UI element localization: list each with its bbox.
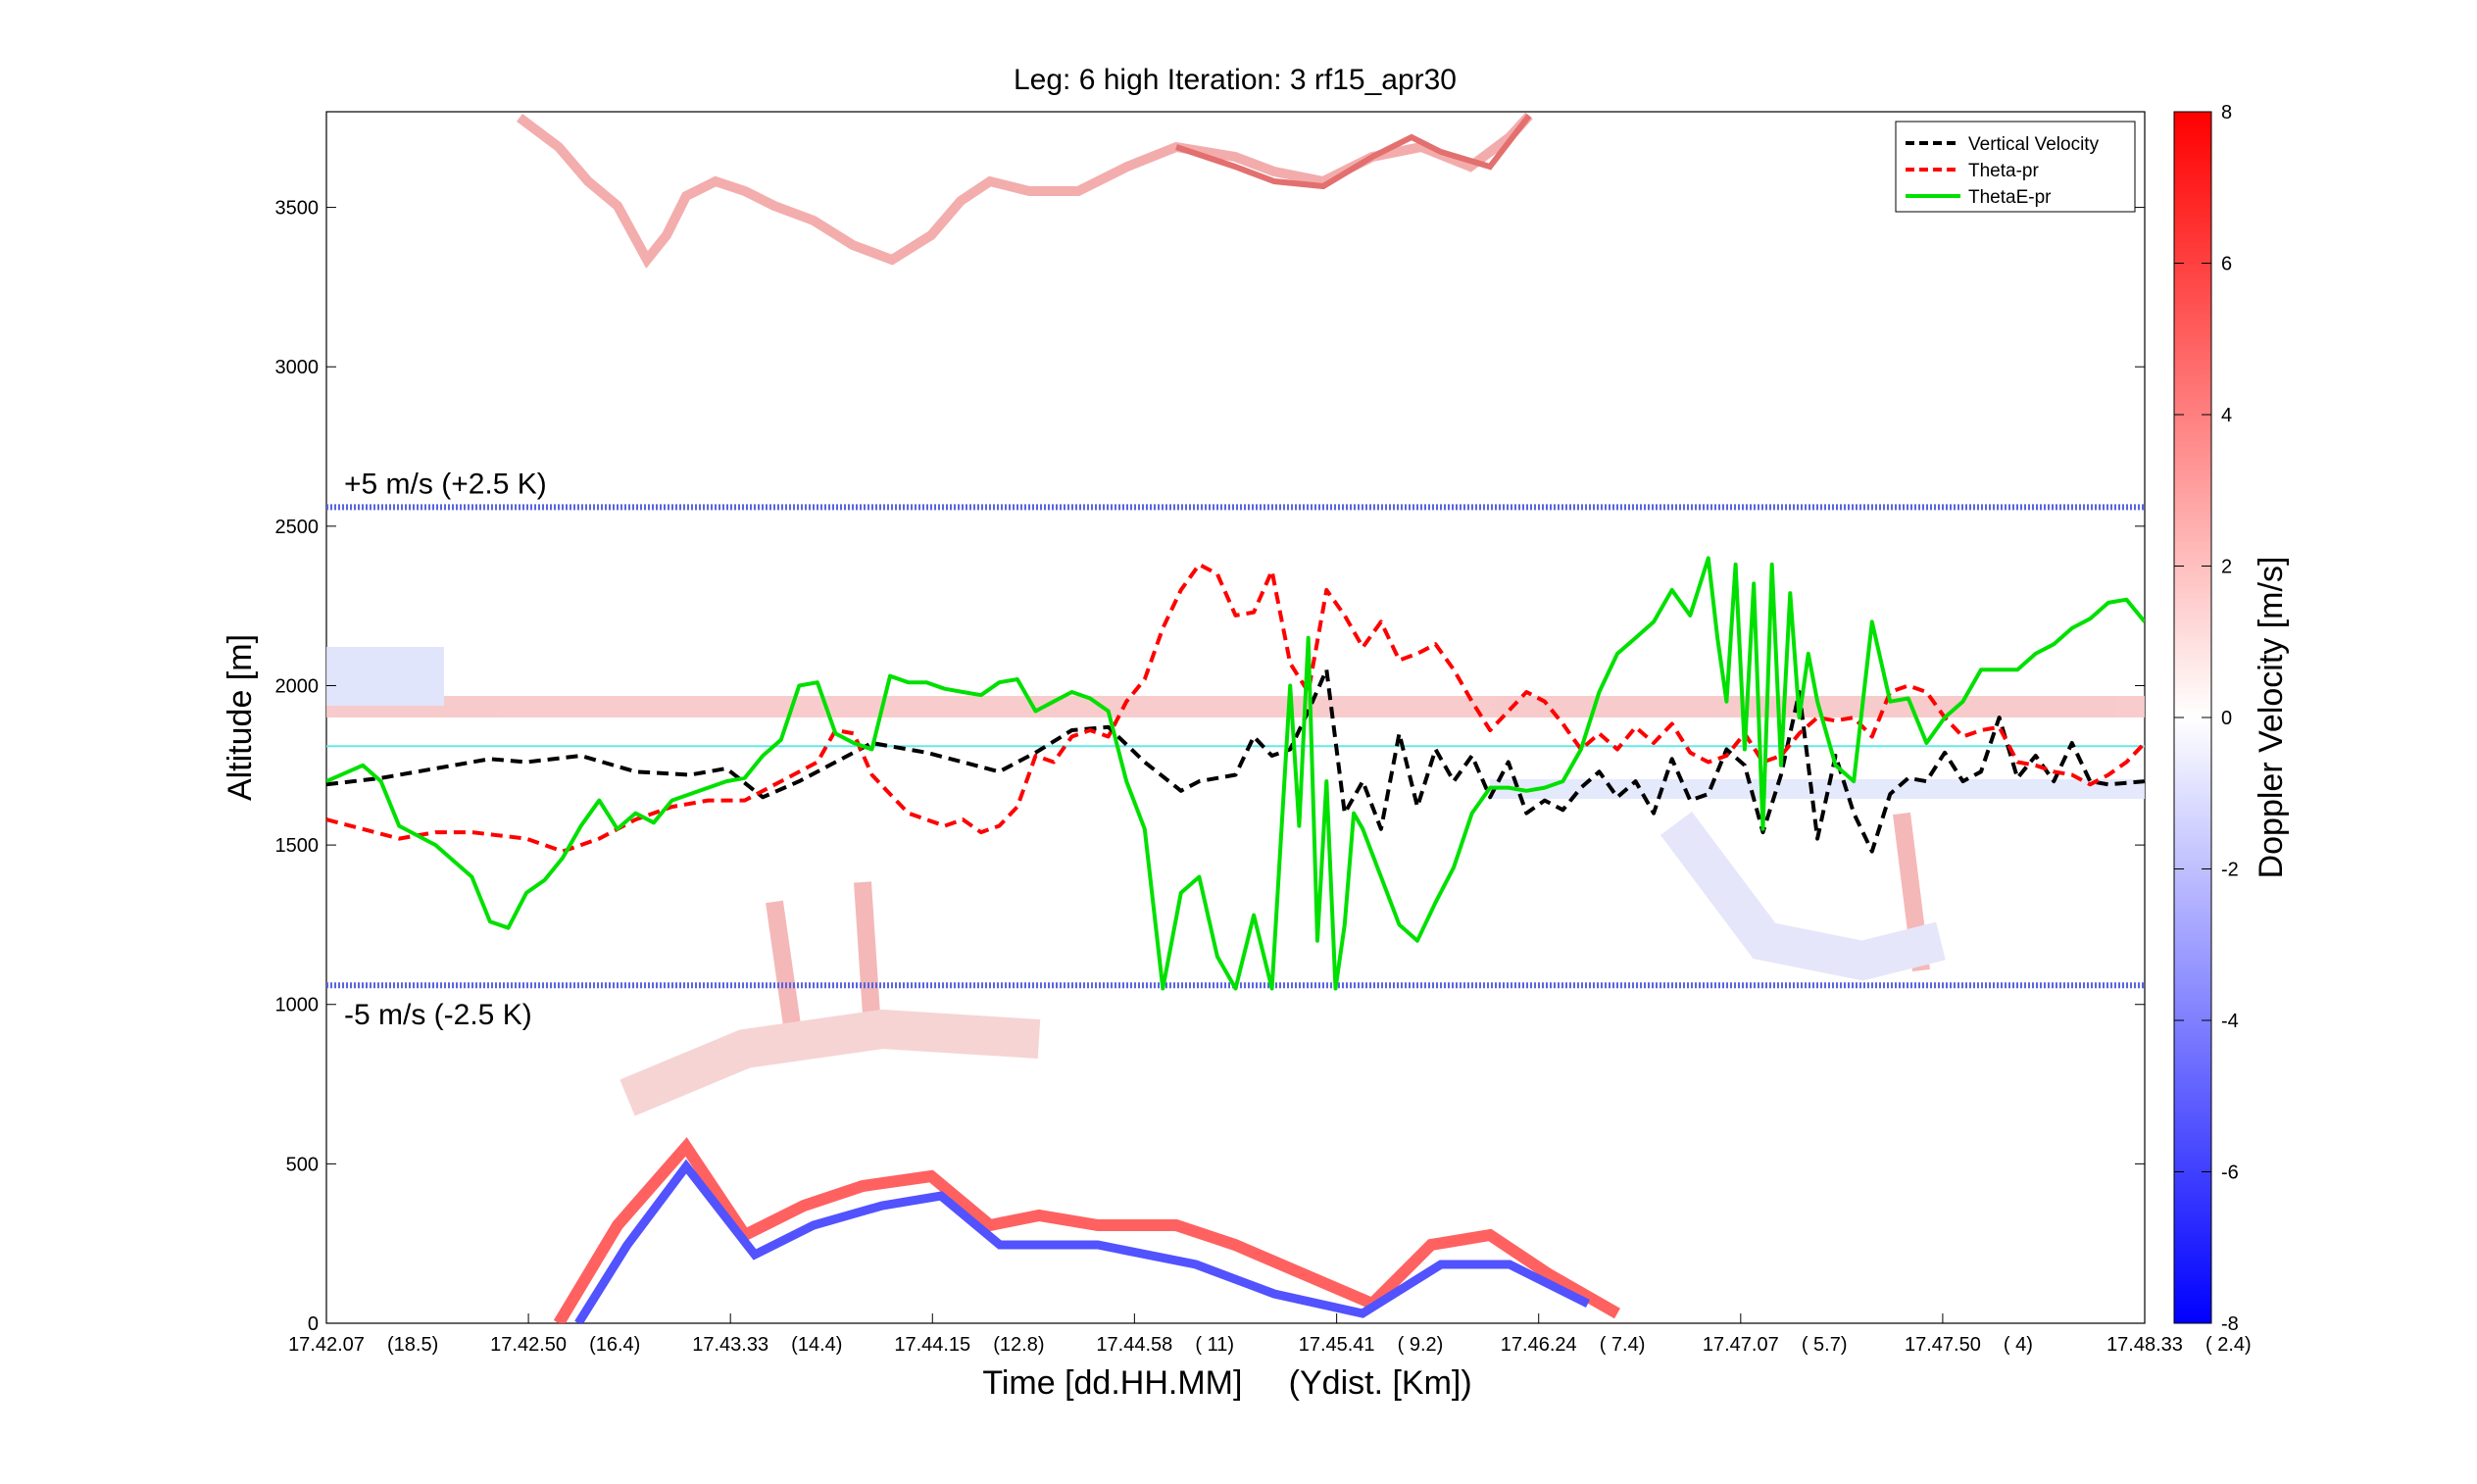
legend-label: ThetaE-pr	[1968, 187, 2052, 208]
x-tick-distance-label: (12.8)	[993, 1334, 1044, 1356]
x-tick-distance-label: ( 9.2)	[1398, 1334, 1444, 1356]
x-tick-distance-label: ( 4)	[2004, 1334, 2033, 1356]
y-tick-label: 500	[286, 1154, 319, 1175]
radar-echo-background	[326, 112, 2145, 1323]
colorbar-label: Doppler Velocity [m/s]	[2253, 557, 2290, 879]
colorbar-tick-label: 0	[2221, 708, 2232, 729]
x-tick-label: 17.47.50	[1905, 1334, 1981, 1356]
y-tick-label: 2500	[275, 517, 320, 538]
colorbar-tick-label: 6	[2221, 254, 2232, 275]
legend-label: Theta-pr	[1968, 161, 2039, 181]
x-tick-distance-label: ( 2.4)	[2205, 1334, 2252, 1356]
y-axis-label: Altitude [m]	[222, 634, 259, 801]
x-tick-label: 17.44.58	[1096, 1334, 1172, 1356]
reference-line-label: -5 m/s (-2.5 K)	[344, 999, 532, 1031]
chart-title: Leg: 6 high Iteration: 3 rf15_apr30	[1014, 64, 1457, 96]
x-tick-label: 17.46.24	[1501, 1334, 1577, 1356]
colorbar-tick-label: 4	[2221, 405, 2232, 426]
colorbar-tick-label: -8	[2221, 1313, 2239, 1335]
x-tick-label: 17.48.33	[2106, 1334, 2183, 1356]
x-tick-distance-label: ( 11)	[1195, 1334, 1234, 1356]
x-tick-distance-label: ( 7.4)	[1600, 1334, 1646, 1356]
colorbar-tick-label: 8	[2221, 102, 2232, 124]
x-tick-label: 17.45.41	[1299, 1334, 1375, 1356]
reference-line-label: +5 m/s (+2.5 K)	[344, 468, 547, 500]
x-tick-label: 17.42.50	[490, 1334, 567, 1356]
y-tick-label: 1000	[275, 995, 320, 1016]
y-tick-label: 3000	[275, 357, 320, 378]
colorbar-tick-label: 2	[2221, 557, 2232, 578]
x-tick-distance-label: ( 5.7)	[1802, 1334, 1848, 1356]
y-tick-label: 0	[308, 1313, 319, 1335]
y-tick-label: 1500	[275, 835, 320, 857]
colorbar-tick-label: -6	[2221, 1162, 2239, 1184]
series-line-theta-pr	[326, 562, 2145, 854]
series-line-thetae-pr	[326, 556, 2145, 991]
x-tick-label: 17.43.33	[692, 1334, 768, 1356]
colorbar-tick-label: -2	[2221, 860, 2239, 881]
x-tick-distance-label: (16.4)	[589, 1334, 640, 1356]
x-tick-distance-label: (18.5)	[387, 1334, 438, 1356]
x-tick-distance-label: (14.4)	[791, 1334, 842, 1356]
x-tick-label: 17.44.15	[894, 1334, 970, 1356]
x-tick-label: 17.47.07	[1703, 1334, 1779, 1356]
y-tick-label: 2000	[275, 675, 320, 697]
x-tick-label: 17.42.07	[288, 1334, 365, 1356]
colorbar-tick-label: -4	[2221, 1011, 2239, 1032]
x-axis-label: Time [dd.HH.MM] (Ydist. [Km])	[982, 1364, 1471, 1402]
series-line-vertical-velocity	[326, 668, 2145, 854]
legend: Vertical Velocity Theta-pr ThetaE-pr	[1895, 121, 2136, 213]
y-tick-label: 3500	[275, 198, 320, 220]
legend-label: Vertical Velocity	[1968, 134, 2100, 155]
colorbar: 8 6 4 2 0 -2 -4 -6 -8 Doppler Velocity [m/s]	[2173, 102, 2290, 1335]
